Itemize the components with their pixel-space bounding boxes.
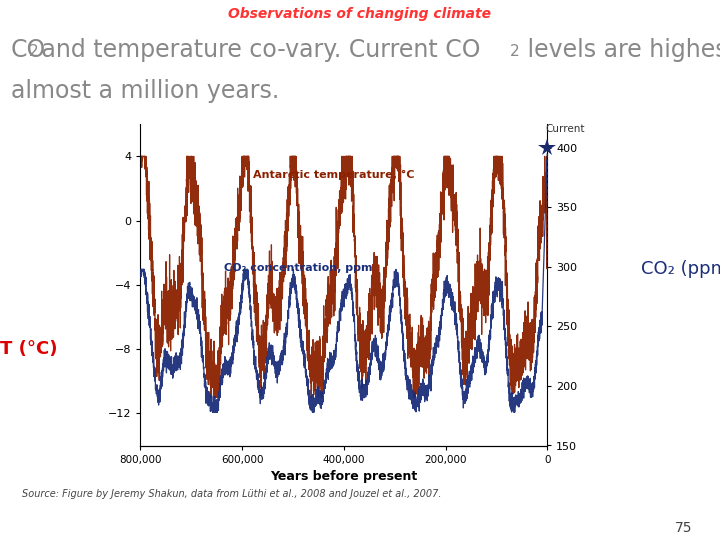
Text: CO₂ (ppm): CO₂ (ppm) (641, 260, 720, 278)
Text: levels are highest in: levels are highest in (521, 38, 720, 62)
X-axis label: Years before present: Years before present (270, 470, 418, 483)
Text: almost a million years.: almost a million years. (11, 79, 279, 103)
Text: Antarctic temperature, °C: Antarctic temperature, °C (253, 170, 415, 180)
Text: Observations of changing climate: Observations of changing climate (228, 7, 492, 21)
Text: Source: Figure by Jeremy Shakun, data from Lüthi et al., 2008 and Jouzel et al.,: Source: Figure by Jeremy Shakun, data fr… (22, 489, 441, 499)
Text: and temperature co-vary. Current CO: and temperature co-vary. Current CO (35, 38, 481, 62)
Text: CO: CO (11, 38, 46, 62)
Text: 2: 2 (29, 44, 38, 59)
Text: 2: 2 (510, 44, 519, 59)
Text: CO₂ concentration, ppm: CO₂ concentration, ppm (224, 263, 372, 273)
Text: Current: Current (545, 124, 585, 134)
Text: 75: 75 (675, 521, 693, 535)
Text: T (°C): T (°C) (0, 340, 58, 358)
